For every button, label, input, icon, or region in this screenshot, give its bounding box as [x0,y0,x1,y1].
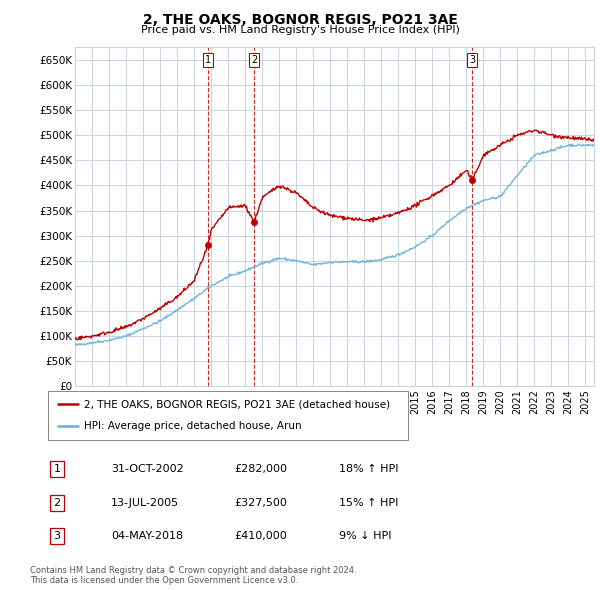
Text: 2, THE OAKS, BOGNOR REGIS, PO21 3AE (detached house): 2, THE OAKS, BOGNOR REGIS, PO21 3AE (det… [84,399,390,409]
Text: 13-JUL-2005: 13-JUL-2005 [111,498,179,507]
Text: 3: 3 [53,532,61,541]
Text: 1: 1 [205,55,211,65]
Text: 9% ↓ HPI: 9% ↓ HPI [339,532,391,541]
Text: Price paid vs. HM Land Registry's House Price Index (HPI): Price paid vs. HM Land Registry's House … [140,25,460,35]
Text: 3: 3 [469,55,475,65]
Text: 15% ↑ HPI: 15% ↑ HPI [339,498,398,507]
Text: 2, THE OAKS, BOGNOR REGIS, PO21 3AE: 2, THE OAKS, BOGNOR REGIS, PO21 3AE [143,13,457,27]
Text: HPI: Average price, detached house, Arun: HPI: Average price, detached house, Arun [84,421,302,431]
Text: 1: 1 [53,464,61,474]
Text: £327,500: £327,500 [234,498,287,507]
Text: 18% ↑ HPI: 18% ↑ HPI [339,464,398,474]
Text: 2: 2 [251,55,257,65]
Text: 31-OCT-2002: 31-OCT-2002 [111,464,184,474]
Text: £410,000: £410,000 [234,532,287,541]
Text: £282,000: £282,000 [234,464,287,474]
Text: 04-MAY-2018: 04-MAY-2018 [111,532,183,541]
Text: 2: 2 [53,498,61,507]
Text: Contains HM Land Registry data © Crown copyright and database right 2024.
This d: Contains HM Land Registry data © Crown c… [30,566,356,585]
